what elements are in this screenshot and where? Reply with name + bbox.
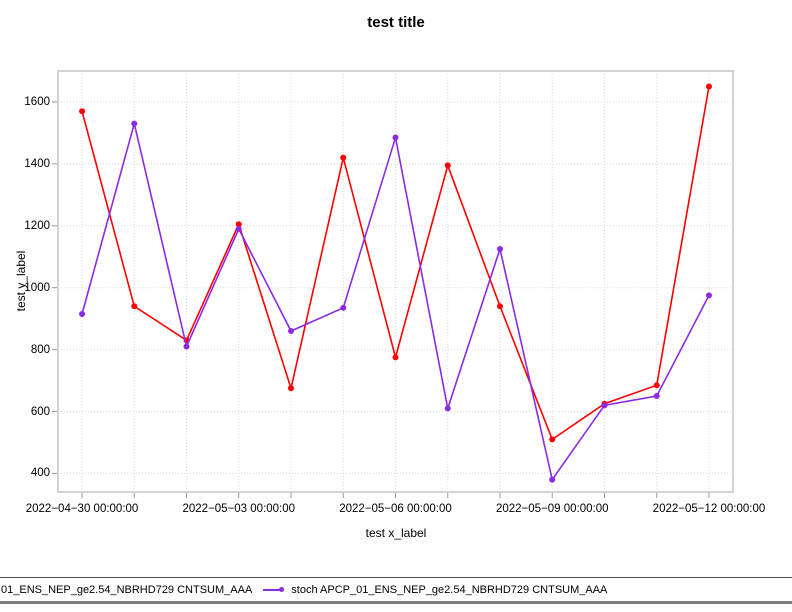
y-tick-label: 400 bbox=[30, 467, 50, 480]
data-point bbox=[601, 402, 608, 409]
data-point bbox=[444, 405, 451, 412]
data-point bbox=[444, 162, 451, 169]
y-tick-label: 600 bbox=[30, 405, 50, 418]
data-point bbox=[653, 393, 660, 400]
data-point bbox=[131, 120, 138, 127]
data-point bbox=[549, 436, 556, 443]
x-tick-label: 2022−05−06 00:00:00 bbox=[339, 503, 452, 515]
data-point bbox=[235, 221, 242, 228]
x-tick-label: 2022−04−30 00:00:00 bbox=[25, 503, 139, 515]
x-tick-label: 2022−05−12 00:00:00 bbox=[652, 503, 766, 515]
data-point bbox=[79, 311, 86, 318]
data-point bbox=[496, 245, 503, 252]
data-point bbox=[549, 476, 556, 483]
x-axis-label: test x_label bbox=[365, 526, 427, 540]
plot-border bbox=[57, 70, 734, 493]
data-point bbox=[705, 83, 712, 90]
data-point bbox=[340, 154, 347, 161]
x-tick-label: 2022−05−09 00:00:00 bbox=[495, 503, 609, 515]
y-tick-label: 1200 bbox=[24, 219, 50, 232]
data-point bbox=[705, 292, 712, 299]
y-tick-label: 1400 bbox=[24, 157, 50, 170]
data-point bbox=[392, 134, 399, 141]
data-point bbox=[79, 108, 86, 115]
legend-line-dot-icon bbox=[263, 586, 285, 593]
data-point bbox=[392, 354, 399, 361]
data-point bbox=[131, 303, 138, 310]
legend-label: 01_ENS_NEP_ge2.54_NBRHD729 CNTSUM_AAA bbox=[1, 583, 253, 596]
y-axis-label: test y_label bbox=[14, 250, 28, 312]
legend-label: stoch APCP_01_ENS_NEP_ge2.54_NBRHD729 CN… bbox=[291, 583, 608, 596]
data-point bbox=[288, 385, 295, 392]
series-line-1 bbox=[81, 123, 710, 482]
data-point bbox=[183, 343, 190, 350]
x-tick-label: 2022−05−03 00:00:00 bbox=[182, 503, 296, 515]
data-point bbox=[340, 304, 347, 311]
data-point bbox=[288, 328, 295, 335]
y-tick-label: 1000 bbox=[24, 281, 50, 294]
y-tick-label: 1600 bbox=[24, 95, 50, 108]
data-point bbox=[235, 225, 242, 232]
legend-item: 01_ENS_NEP_ge2.54_NBRHD729 CNTSUM_AAA bbox=[0, 584, 252, 596]
legend-item: stoch APCP_01_ENS_NEP_ge2.54_NBRHD729 CN… bbox=[263, 584, 607, 596]
legend: 01_ENS_NEP_ge2.54_NBRHD729 CNTSUM_AAA sto… bbox=[0, 577, 792, 604]
data-point bbox=[653, 382, 660, 389]
chart-title: test title bbox=[367, 14, 425, 31]
data-point bbox=[496, 303, 503, 310]
y-tick-label: 800 bbox=[30, 343, 50, 356]
